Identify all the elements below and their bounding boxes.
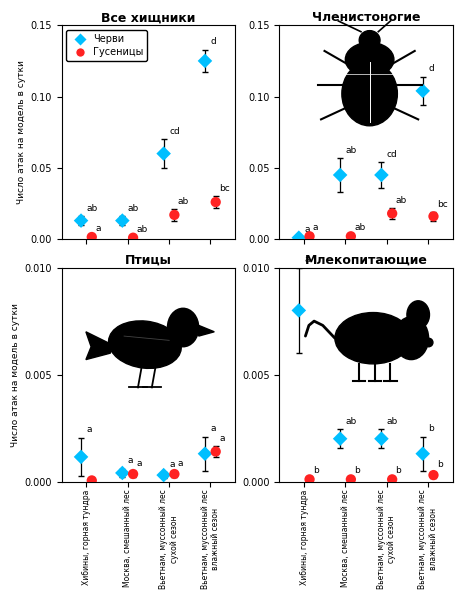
Text: a: a (304, 256, 309, 265)
Point (346, 475, 354, 484)
Title: Млекопитающие: Млекопитающие (304, 253, 427, 266)
Text: bc: bc (219, 184, 229, 193)
Title: Все хищники: Все хищники (101, 11, 195, 24)
Polygon shape (198, 325, 214, 336)
Text: ab: ab (394, 196, 406, 205)
Text: d: d (427, 64, 433, 73)
Text: cd: cd (169, 127, 179, 136)
Text: d: d (210, 37, 216, 46)
Point (294, 233, 302, 242)
Ellipse shape (108, 321, 181, 368)
Point (119, 216, 126, 226)
Ellipse shape (344, 43, 393, 77)
Point (346, 232, 354, 241)
Text: b: b (436, 460, 442, 469)
Ellipse shape (341, 62, 396, 126)
Point (336, 434, 343, 443)
Text: a: a (219, 434, 224, 443)
Text: ab: ab (127, 204, 138, 213)
Text: ab: ab (345, 146, 356, 155)
Text: a: a (304, 225, 309, 234)
Text: b: b (312, 466, 318, 475)
Legend: Черви, Гусеницы: Черви, Гусеницы (66, 30, 147, 61)
Title: Птицы: Птицы (125, 253, 171, 266)
Point (88, 476, 95, 485)
Text: a: a (210, 424, 215, 433)
Point (170, 210, 178, 220)
Point (418, 86, 425, 95)
Polygon shape (86, 332, 112, 359)
Point (294, 305, 302, 315)
Ellipse shape (334, 313, 410, 364)
Point (212, 197, 219, 207)
Point (429, 470, 436, 480)
Text: a: a (169, 460, 174, 469)
Text: ab: ab (86, 204, 97, 213)
Text: a: a (86, 425, 92, 434)
Circle shape (406, 301, 429, 329)
Ellipse shape (423, 338, 432, 347)
Point (119, 468, 126, 478)
Point (418, 449, 425, 458)
Point (377, 170, 384, 180)
Point (305, 232, 313, 241)
Point (129, 469, 137, 479)
Text: ab: ab (136, 225, 147, 234)
Circle shape (393, 317, 428, 359)
Point (388, 209, 395, 218)
Point (201, 56, 208, 66)
Point (129, 233, 137, 242)
Text: ab: ab (353, 223, 365, 232)
Text: a: a (177, 458, 183, 467)
Text: b: b (394, 466, 400, 475)
Point (160, 470, 167, 480)
Text: ab: ab (177, 197, 188, 206)
Text: bc: bc (436, 200, 447, 209)
Title: Членистоногие: Членистоногие (311, 11, 419, 24)
Circle shape (167, 308, 198, 347)
Point (336, 170, 343, 180)
Text: a: a (312, 223, 318, 232)
Point (170, 469, 178, 479)
Point (160, 149, 167, 158)
Y-axis label: Число атак на модель в сутки: Число атак на модель в сутки (17, 60, 26, 204)
Y-axis label: Число атак на модель в сутки: Число атак на модель в сутки (11, 302, 20, 446)
Point (388, 475, 395, 484)
Point (377, 434, 384, 443)
Point (77, 216, 85, 226)
Text: ab: ab (386, 417, 397, 426)
Point (77, 452, 85, 462)
Text: a: a (136, 458, 142, 467)
Point (212, 447, 219, 457)
Text: b: b (427, 424, 433, 433)
Point (88, 232, 95, 242)
Ellipse shape (358, 31, 379, 50)
Text: ab: ab (345, 417, 356, 426)
Point (305, 475, 313, 484)
Point (429, 212, 436, 221)
Point (201, 449, 208, 458)
Text: a: a (127, 457, 133, 466)
Text: cd: cd (386, 150, 397, 159)
Text: a: a (95, 224, 100, 233)
Text: b: b (353, 466, 359, 475)
